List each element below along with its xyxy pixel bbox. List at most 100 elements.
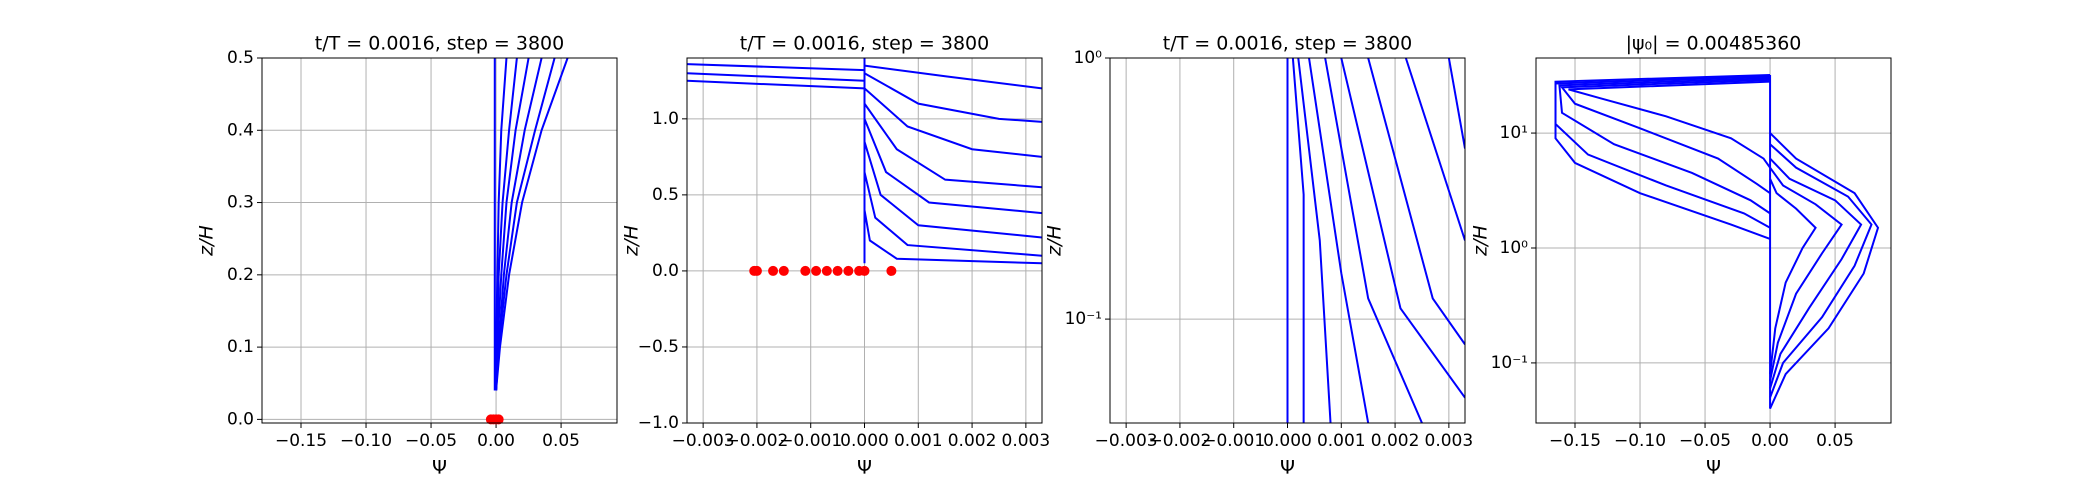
data-point	[778, 265, 789, 276]
profile-line	[1367, 58, 1465, 345]
x-axis-label: Ψ	[857, 457, 872, 476]
x-axis-label: Ψ	[432, 457, 447, 476]
y-tick-label: 0.0	[227, 409, 254, 429]
x-tick-label: 0.003	[1425, 431, 1474, 451]
profile-line	[495, 58, 543, 391]
profile-line	[863, 171, 1042, 257]
profile-line	[495, 58, 518, 391]
x-tick-label: 0.00	[477, 431, 515, 451]
plot-area	[1554, 74, 1880, 410]
axes-frame	[1109, 57, 1466, 424]
x-tick-label: −0.001	[1202, 431, 1265, 451]
profile-line	[863, 209, 1042, 265]
plot-area	[493, 58, 569, 391]
x-tick-label: 0.05	[1816, 431, 1854, 451]
plot-area	[687, 58, 1042, 265]
data-point	[493, 414, 504, 425]
data-point	[751, 265, 762, 276]
x-tick-label: −0.10	[340, 431, 392, 451]
profile-line	[1554, 74, 1771, 240]
profile-line	[687, 63, 865, 72]
x-tick-label: 0.000	[1263, 431, 1312, 451]
markers	[749, 265, 897, 276]
chart-title: |ψ₀| = 0.00485360	[1626, 33, 1802, 55]
chart-title: t/T = 0.0016, step = 3800	[1163, 33, 1412, 55]
profile-line	[1447, 58, 1465, 149]
x-tick-label: 0.001	[1317, 431, 1366, 451]
profile-line	[864, 64, 1042, 90]
subplot: t/T = 0.0016, step = 3800Ψz/H−0.003−0.00…	[621, 33, 1051, 479]
profile-line	[863, 103, 1042, 189]
data-point	[832, 265, 843, 276]
axes-frame	[1535, 57, 1892, 424]
data-point	[886, 265, 897, 276]
y-tick-label: 10⁰	[1500, 238, 1529, 258]
x-tick-label: −0.05	[1679, 431, 1731, 451]
y-tick-label: 10⁻¹	[1491, 353, 1528, 373]
x-tick-label: 0.000	[840, 431, 889, 451]
y-tick-label: 0.5	[652, 185, 679, 205]
profile-line	[1559, 78, 1771, 194]
profile-line	[863, 118, 1042, 215]
profile-line	[1340, 58, 1465, 399]
profile-line	[1297, 58, 1332, 423]
subplot: t/T = 0.0016, step = 3800 Ψz/H −0.15 −0.10−…	[196, 33, 618, 479]
x-tick-label: 0.05	[542, 431, 580, 451]
y-tick-label: 10⁰	[1074, 48, 1103, 68]
x-tick-label: 0.003	[1002, 431, 1051, 451]
profile-line	[863, 87, 1042, 158]
axes-frame	[261, 57, 618, 424]
profile-line	[1404, 58, 1465, 241]
subplot: |ψ₀| = 0.00485360 Ψz/H −0.15 −0.10 −0.05 0.00…	[1470, 33, 1892, 479]
y-tick-label: 0.5	[227, 48, 254, 68]
axes-frame	[686, 57, 1043, 424]
plot-area	[1286, 58, 1465, 423]
profile-line	[687, 79, 865, 90]
y-tick-label: 0.0	[652, 261, 679, 281]
y-axis-label: z/H	[1470, 225, 1492, 257]
x-tick-label: −0.003	[1095, 431, 1158, 451]
y-tick-label: 0.2	[227, 265, 254, 285]
x-tick-label: −0.001	[779, 431, 842, 451]
y-tick-label: 0.3	[227, 193, 254, 213]
y-tick-label: 10¹	[1500, 123, 1528, 143]
profile-line	[864, 72, 1042, 123]
x-tick-label: −0.15	[275, 431, 327, 451]
profile-line	[1558, 77, 1771, 215]
profile-line	[495, 58, 508, 391]
profile-line	[1769, 178, 1817, 375]
chart-title: t/T = 0.0016, step = 3800	[315, 33, 564, 55]
data-point	[821, 265, 832, 276]
x-tick-label: 0.002	[948, 431, 997, 451]
profile-line	[1769, 157, 1863, 389]
data-point	[843, 265, 854, 276]
y-tick-label: 10⁻¹	[1065, 309, 1102, 329]
profile-line	[1308, 58, 1370, 423]
x-tick-label: −0.003	[672, 431, 735, 451]
profile-line	[1568, 80, 1771, 169]
profile-line	[1554, 75, 1771, 229]
x-tick-label: −0.05	[405, 431, 457, 451]
data-point	[800, 265, 811, 276]
y-tick-label: 0.4	[227, 120, 254, 140]
profile-line	[863, 141, 1042, 239]
y-tick-label: −0.5	[638, 337, 679, 357]
y-axis-label: z/H	[621, 225, 643, 257]
x-axis-label: Ψ	[1280, 457, 1295, 476]
profile-line	[687, 72, 865, 82]
y-tick-label: 0.1	[227, 337, 254, 357]
profile-line	[1324, 58, 1423, 423]
subplot: t/T = 0.0016, step = 3800Ψz/H−0.003−0.00…	[1044, 33, 1474, 479]
x-tick-label: −0.15	[1549, 431, 1601, 451]
chart-title: t/T = 0.0016, step = 3800	[740, 33, 989, 55]
y-tick-label: −1.0	[638, 413, 679, 433]
profile-line	[495, 58, 569, 391]
profile-line	[1769, 132, 1880, 410]
x-tick-label: −0.002	[725, 431, 788, 451]
x-tick-label: 0.001	[894, 431, 943, 451]
x-tick-label: 0.00	[1751, 431, 1789, 451]
x-tick-label: −0.10	[1614, 431, 1666, 451]
data-point	[768, 265, 779, 276]
profile-line	[1769, 167, 1843, 381]
